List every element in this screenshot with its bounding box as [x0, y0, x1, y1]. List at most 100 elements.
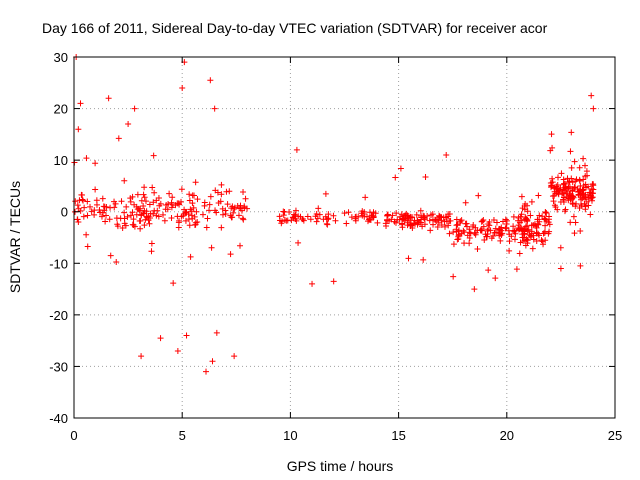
- data-point: [557, 198, 564, 205]
- data-point: [485, 267, 492, 274]
- data-point: [343, 220, 350, 227]
- data-point: [539, 213, 546, 220]
- y-tick-label: 30: [54, 50, 68, 65]
- data-point: [189, 192, 196, 199]
- data-point: [529, 245, 536, 252]
- data-point: [557, 265, 564, 272]
- data-point: [491, 229, 498, 236]
- data-point: [542, 209, 549, 216]
- data-point: [480, 217, 487, 224]
- data-point: [549, 175, 556, 182]
- data-point: [176, 201, 183, 208]
- data-point: [142, 216, 149, 223]
- data-point: [137, 225, 144, 232]
- data-point: [582, 162, 589, 169]
- data-point: [511, 236, 518, 243]
- data-point: [548, 131, 555, 138]
- data-point: [588, 194, 595, 201]
- axis-ticks: [73, 56, 616, 419]
- data-point: [403, 210, 410, 217]
- data-point: [498, 231, 505, 238]
- data-point: [408, 221, 415, 228]
- data-point: [474, 245, 481, 252]
- data-point: [462, 220, 469, 227]
- data-point: [134, 191, 141, 198]
- data-point: [160, 211, 167, 218]
- data-point: [402, 215, 409, 222]
- data-point: [92, 186, 99, 193]
- data-point: [450, 241, 457, 248]
- data-point: [539, 238, 546, 245]
- chart-title: Day 166 of 2011, Sidereal Day-to-day VTE…: [42, 20, 548, 36]
- data-point: [281, 209, 288, 215]
- data-point: [121, 177, 128, 184]
- data-point: [148, 248, 155, 255]
- data-point: [140, 191, 147, 198]
- data-point: [91, 207, 98, 214]
- data-point: [323, 220, 330, 227]
- data-point: [411, 217, 418, 224]
- data-point: [83, 155, 90, 162]
- data-point: [510, 213, 517, 220]
- data-point: [554, 189, 561, 196]
- data-point: [212, 207, 219, 214]
- data-point: [211, 105, 218, 112]
- data-point: [434, 216, 441, 223]
- y-tick-label: -10: [49, 256, 68, 271]
- data-point: [528, 230, 535, 237]
- data-point: [309, 280, 316, 287]
- data-point: [92, 160, 99, 167]
- data-point: [147, 210, 154, 217]
- data-point: [577, 190, 584, 197]
- data-point: [136, 218, 143, 225]
- data-point: [72, 198, 79, 205]
- data-point: [217, 198, 224, 205]
- data-point: [93, 201, 100, 208]
- data-point: [562, 180, 569, 187]
- data-point: [441, 223, 448, 230]
- data-point: [517, 239, 524, 246]
- data-point: [590, 186, 597, 193]
- data-point: [577, 228, 584, 235]
- data-point: [224, 201, 231, 208]
- data-point: [231, 205, 238, 212]
- data-point: [493, 219, 500, 226]
- data-point: [502, 225, 509, 232]
- data-point: [570, 213, 577, 220]
- data-point: [290, 211, 297, 218]
- data-point: [508, 233, 515, 240]
- data-point: [522, 214, 529, 221]
- data-point: [393, 210, 400, 217]
- data-point: [513, 266, 520, 273]
- data-point: [466, 240, 473, 247]
- data-point: [199, 211, 206, 218]
- data-point: [413, 211, 420, 218]
- data-point: [571, 230, 578, 237]
- data-point: [561, 208, 568, 215]
- data-point: [96, 209, 103, 216]
- data-point: [511, 228, 518, 235]
- data-point: [446, 230, 453, 237]
- data-point: [412, 220, 419, 227]
- data-point: [533, 224, 540, 231]
- data-point: [84, 198, 91, 205]
- data-point: [280, 212, 287, 219]
- y-tick-label: 10: [54, 153, 68, 168]
- data-point: [434, 223, 441, 230]
- data-point: [565, 179, 572, 186]
- data-point: [485, 226, 492, 233]
- data-point: [506, 247, 513, 254]
- data-point: [188, 208, 195, 215]
- data-point: [151, 189, 158, 196]
- data-point: [534, 216, 541, 223]
- data-point: [240, 189, 247, 196]
- data-point: [560, 176, 567, 183]
- data-point: [203, 224, 210, 231]
- data-point: [324, 221, 331, 228]
- data-point: [141, 194, 148, 201]
- data-point: [447, 217, 454, 224]
- x-tick-label: 10: [283, 428, 297, 443]
- data-point: [420, 256, 427, 263]
- x-axis-label: GPS time / hours: [287, 458, 394, 474]
